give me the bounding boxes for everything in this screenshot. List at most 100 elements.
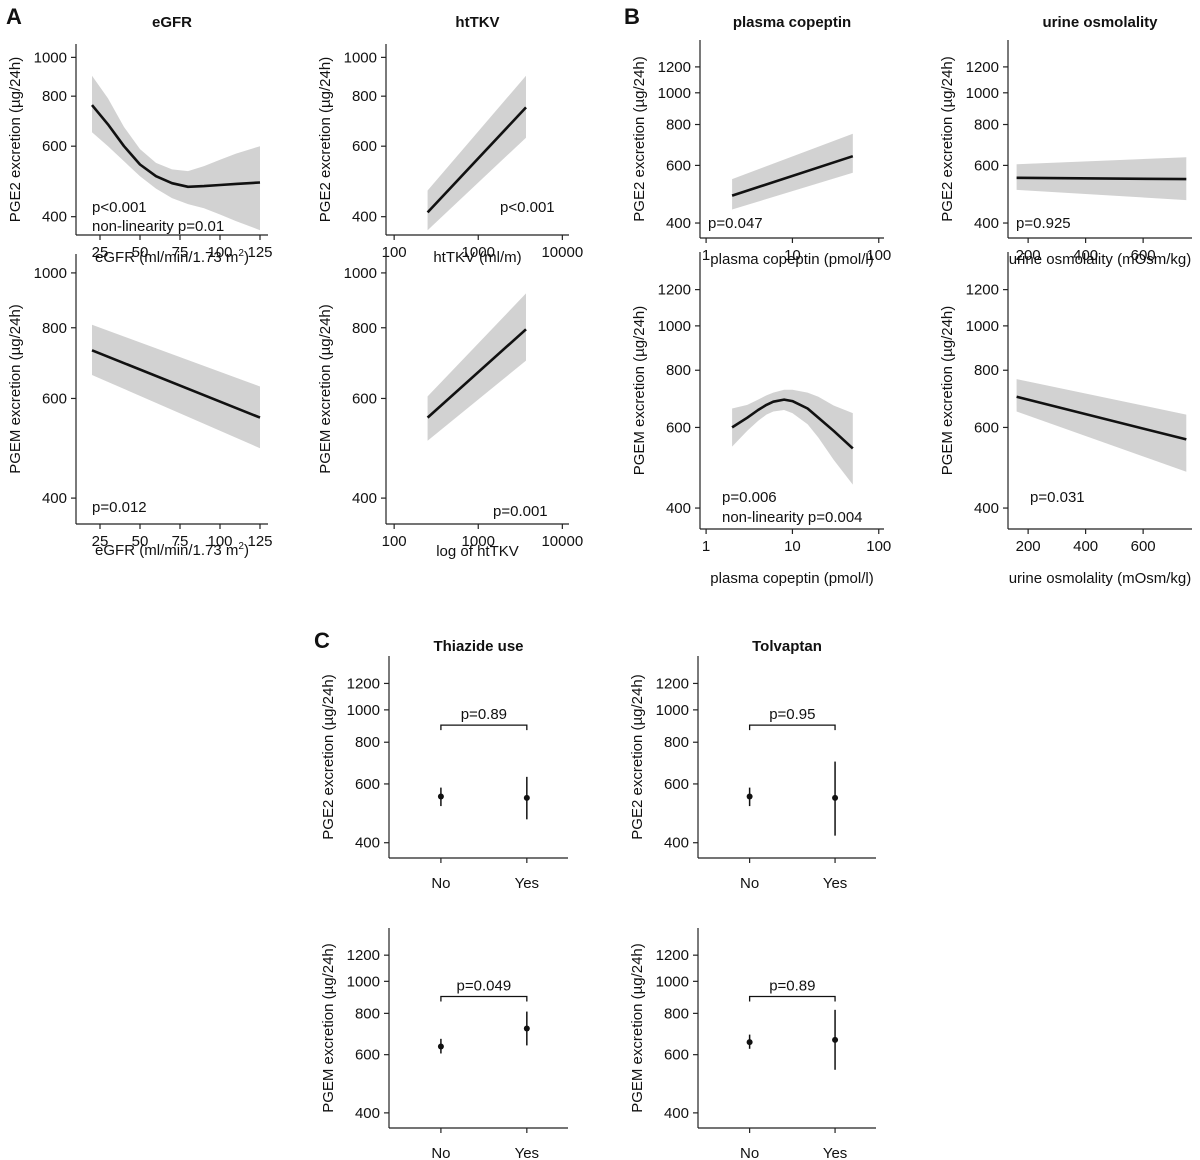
significance-bracket — [440, 995, 528, 1002]
x-axis-label: eGFR (ml/min/1.73 m2) — [95, 248, 249, 266]
x-tick-label: No — [431, 875, 450, 892]
chart-title: htTKV — [455, 14, 499, 31]
x-tick-label: 25 — [92, 244, 109, 261]
x-tick-label: 100 — [382, 244, 407, 261]
chart-title: Thiazide use — [433, 638, 523, 655]
x-tick-label: 400 — [1073, 538, 1098, 555]
x-tick-label: 200 — [1016, 538, 1041, 555]
y-axis-label: PGE2 excretion (µg/24h) — [631, 56, 648, 221]
x-tick-label: 10 — [784, 538, 801, 555]
chart-c1: 400 600 800 1000 1200 No Yes Thiazide use PGE2 e… — [320, 638, 568, 892]
x-axis-label: plasma copeptin (pmol/l) — [710, 570, 873, 587]
x-tick-label: 600 — [1131, 538, 1156, 555]
p-value-annotation: non-linearity p=0.01 — [92, 218, 224, 235]
x-tick-label: No — [431, 1145, 450, 1160]
x-tick-label: 50 — [132, 533, 149, 550]
chart-a4: 400 600 800 1000 100 1000 10000 PGEM excretion … — [317, 254, 583, 560]
y-tick-label: 1200 — [347, 947, 380, 964]
x-tick-label: 1000 — [462, 533, 495, 550]
chart-c2: 400 600 800 1000 1200 No Yes Tolvaptan PGE2 excr… — [629, 638, 876, 892]
y-tick-label: 800 — [974, 117, 999, 134]
x-tick-label: 1 — [702, 538, 710, 555]
y-tick-label: 1000 — [347, 973, 380, 990]
y-tick-label: 800 — [664, 1005, 689, 1022]
y-tick-label: 1000 — [344, 49, 377, 66]
x-tick-label: Yes — [823, 1145, 847, 1160]
p-value-annotation: p<0.001 — [92, 199, 147, 216]
y-tick-label: 800 — [42, 88, 67, 105]
y-tick-label: 400 — [666, 500, 691, 517]
x-axis-label-superscript: 2 — [238, 248, 244, 259]
y-axis-label: PGEM excretion (µg/24h) — [7, 304, 24, 474]
y-tick-label: 600 — [664, 776, 689, 793]
y-tick-label: 400 — [974, 500, 999, 517]
confidence-band — [1016, 379, 1187, 472]
confidence-band — [427, 293, 526, 441]
x-tick-label: 25 — [92, 533, 109, 550]
x-tick-label: 125 — [247, 244, 272, 261]
x-tick-label: 1000 — [462, 244, 495, 261]
y-tick-label: 1000 — [656, 702, 689, 719]
fit-line — [1016, 176, 1187, 181]
y-tick-label: 1000 — [966, 318, 999, 335]
chart-c4: 400 600 800 1000 1200 No Yes PGEM excretion (µg… — [629, 928, 876, 1160]
y-tick-label: 1000 — [34, 265, 67, 282]
y-tick-label: 600 — [352, 390, 377, 407]
x-tick-label: 50 — [132, 244, 149, 261]
x-tick-label: 1 — [702, 247, 710, 264]
y-tick-label: 1200 — [966, 282, 999, 299]
x-axis-label-close: ) — [244, 249, 249, 266]
y-tick-label: 1200 — [966, 59, 999, 76]
x-axis-label: urine osmolality (mOsm/kg) — [1009, 251, 1192, 268]
confidence-band — [92, 324, 260, 449]
x-axis-label-text: eGFR (ml/min/1.73 m — [95, 542, 238, 559]
point-estimate — [437, 793, 444, 800]
x-tick-label: 100 — [382, 533, 407, 550]
confidence-band — [92, 75, 260, 231]
chart-a1: 400 600 800 1000 25 50 75 100 125 eGFR PGE2 excret… — [7, 14, 273, 266]
y-tick-label: 800 — [355, 734, 380, 751]
y-axis-label: PGE2 excretion (µg/24h) — [317, 57, 334, 222]
y-axis-label: PGEM excretion (µg/24h) — [631, 306, 648, 476]
y-tick-label: 800 — [352, 320, 377, 337]
y-tick-label: 1000 — [656, 973, 689, 990]
y-tick-label: 400 — [666, 215, 691, 232]
x-tick-label: Yes — [515, 875, 539, 892]
significance-bracket — [748, 995, 836, 1002]
y-tick-label: 800 — [666, 117, 691, 134]
x-axis-label-superscript: 2 — [238, 541, 244, 552]
y-tick-label: 400 — [664, 1105, 689, 1122]
bracket-p-value: p=0.89 — [461, 706, 507, 723]
x-axis-label: plasma copeptin (pmol/l) — [710, 251, 873, 268]
y-axis-label: PGEM excretion (µg/24h) — [317, 304, 334, 474]
confidence-band — [732, 389, 853, 485]
point-estimate — [832, 794, 839, 801]
y-axis-label: PGE2 excretion (µg/24h) — [939, 56, 956, 221]
x-tick-label: No — [740, 1145, 759, 1160]
chart-title: Tolvaptan — [752, 638, 822, 655]
x-tick-label: 75 — [172, 533, 189, 550]
x-tick-label: 400 — [1073, 247, 1098, 264]
y-tick-label: 1200 — [347, 675, 380, 692]
y-tick-label: 800 — [355, 1005, 380, 1022]
y-tick-label: 800 — [352, 88, 377, 105]
x-tick-label: 100 — [207, 533, 232, 550]
fit-line — [91, 349, 261, 419]
y-axis-label: PGE2 excretion (µg/24h) — [629, 674, 646, 839]
x-tick-label: 10000 — [541, 533, 583, 550]
y-tick-label: 800 — [664, 734, 689, 751]
point-estimate — [523, 794, 530, 801]
y-tick-label: 400 — [355, 835, 380, 852]
confidence-band — [732, 133, 853, 210]
x-tick-label: Yes — [823, 875, 847, 892]
y-axis-label: PGE2 excretion (µg/24h) — [7, 57, 24, 222]
confidence-band — [427, 75, 526, 231]
panel-label-a: A — [6, 4, 22, 29]
p-value-annotation: p=0.012 — [92, 499, 147, 516]
bracket-p-value: p=0.049 — [457, 977, 512, 994]
fit-line — [731, 154, 854, 197]
y-tick-label: 1000 — [966, 85, 999, 102]
y-tick-label: 1000 — [344, 265, 377, 282]
